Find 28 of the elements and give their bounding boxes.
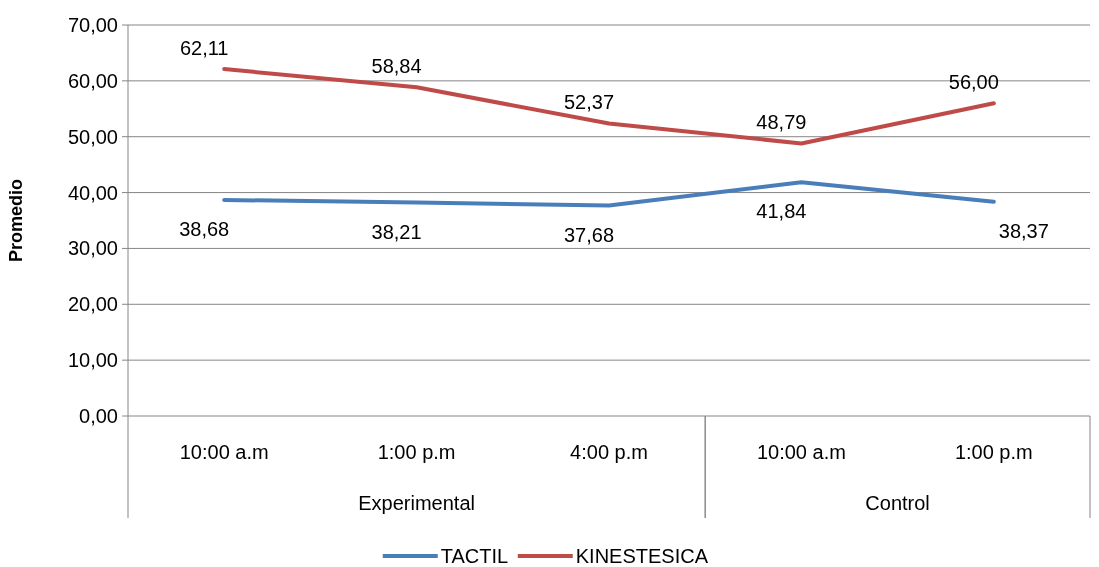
x-tick-label: 10:00 a.m [179, 441, 269, 463]
data-label: 52,37 [563, 91, 615, 114]
x-tick-label: 10:00 a.m [756, 441, 846, 463]
y-tick-label: 40,00 [67, 181, 118, 204]
y-tick-label: 10,00 [67, 349, 118, 372]
y-tick-label: 30,00 [67, 237, 118, 260]
data-label: 38,68 [179, 217, 230, 240]
data-label: 38,37 [998, 219, 1049, 242]
legend-label: TACTIL [440, 545, 509, 567]
y-tick-label: 70,00 [67, 14, 118, 36]
data-label: 48,79 [756, 111, 807, 134]
y-tick-label: 0,00 [79, 405, 118, 427]
data-label: 38,21 [371, 220, 422, 243]
data-label: 41,84 [756, 200, 807, 223]
text: Experimental [358, 492, 475, 514]
data-label: 58,84 [371, 55, 422, 78]
y-tick-label: 60,00 [67, 69, 118, 92]
x-tick-label: 1:00 p.m [377, 441, 456, 463]
y-tick-label: 20,00 [67, 293, 118, 316]
legend-label: KINESTESICA [575, 545, 709, 567]
data-label: 37,68 [563, 223, 615, 246]
x-tick-label: 4:00 p.m [570, 441, 648, 463]
x-tick-label: 1:00 p.m [954, 441, 1033, 463]
y-axis-title: Promedio [6, 178, 26, 263]
data-label: 62,11 [179, 37, 229, 60]
y-tick-label: 50,00 [67, 125, 118, 148]
text: Control [865, 492, 930, 514]
data-label: 56,00 [948, 71, 999, 94]
